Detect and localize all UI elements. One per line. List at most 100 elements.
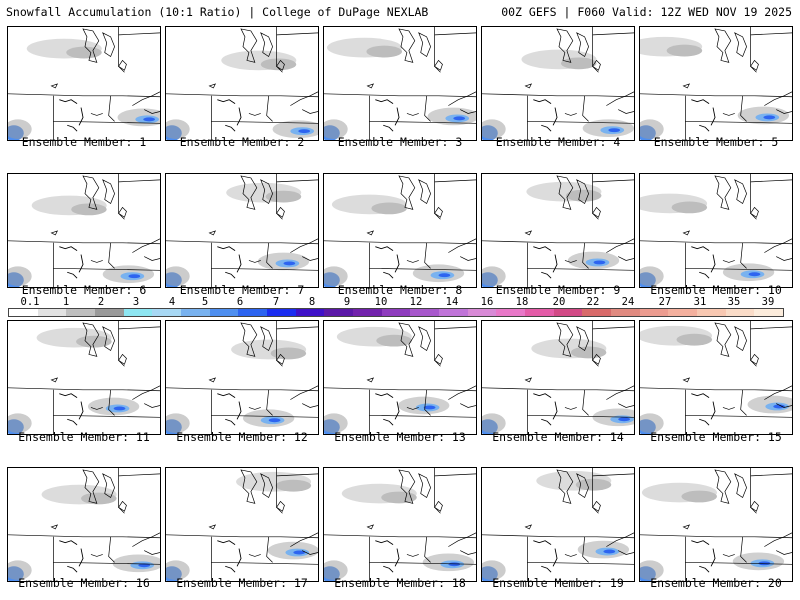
ensemble-member-map-8: [323, 173, 477, 288]
ensemble-member-label-18: Ensemble Member: 18: [334, 576, 466, 590]
colorbar-swatch: [725, 309, 755, 316]
colorbar-swatch: [324, 309, 354, 316]
colorbar-label: 27: [658, 296, 672, 308]
colorbar-swatch: [553, 309, 583, 316]
ensemble-member-label-15: Ensemble Member: 15: [650, 430, 782, 444]
precip-map-16: [8, 468, 160, 581]
precip-map-6: [8, 174, 160, 287]
colorbar-swatch: [439, 309, 468, 316]
ensemble-member-label-11: Ensemble Member: 11: [18, 430, 150, 444]
ensemble-member-label-8: Ensemble Member: 8: [337, 283, 463, 297]
colorbar-swatch: [754, 309, 784, 316]
colorbar-swatch: [95, 309, 124, 316]
colorbar-label: 31: [693, 296, 707, 308]
ensemble-member-map-4: [481, 26, 635, 141]
colorbar-label: 24: [621, 296, 635, 308]
colorbar-label: 0.1: [20, 296, 40, 308]
colorbar-label: 18: [515, 296, 529, 308]
ensemble-member-label-19: Ensemble Member: 19: [492, 576, 624, 590]
colorbar-swatch: [238, 309, 268, 316]
ensemble-member-label-13: Ensemble Member: 13: [334, 430, 466, 444]
precip-map-3: [324, 27, 476, 140]
precip-map-2: [166, 27, 318, 140]
ensemble-member-label-1: Ensemble Member: 1: [21, 135, 147, 149]
colorbar-swatch: [697, 309, 726, 316]
ensemble-member-map-11: [7, 320, 161, 435]
ensemble-member-label-3: Ensemble Member: 3: [337, 135, 463, 149]
colorbar-label: 1: [62, 296, 70, 308]
colorbar-label: 14: [445, 296, 459, 308]
colorbar-swatch: [295, 309, 325, 316]
colorbar-swatch: [496, 309, 526, 316]
precip-map-4: [482, 27, 634, 140]
ensemble-member-map-20: [639, 467, 793, 582]
colorbar-swatch: [9, 309, 38, 316]
colorbar-swatch: [152, 309, 182, 316]
ensemble-member-label-20: Ensemble Member: 20: [650, 576, 782, 590]
model-run-valid-time: 00Z GEFS | F060 Valid: 12Z WED NOV 19 20…: [501, 5, 792, 19]
ensemble-member-label-6: Ensemble Member: 6: [21, 283, 147, 297]
precip-map-18: [324, 468, 476, 581]
colorbar-label: 10: [374, 296, 388, 308]
ensemble-member-label-2: Ensemble Member: 2: [179, 135, 305, 149]
ensemble-member-map-19: [481, 467, 635, 582]
colorbar-swatch: [66, 309, 96, 316]
colorbar-label: 9: [343, 296, 351, 308]
colorbar-swatch: [181, 309, 210, 316]
ensemble-member-map-6: [7, 173, 161, 288]
colorbar-label: 3: [132, 296, 140, 308]
colorbar-label: 4: [168, 296, 176, 308]
colorbar-swatch: [639, 309, 669, 316]
ensemble-member-map-18: [323, 467, 477, 582]
colorbar-swatch: [668, 309, 698, 316]
colorbar-swatch: [410, 309, 440, 316]
ensemble-member-map-17: [165, 467, 319, 582]
colorbar-swatch: [611, 309, 640, 316]
precip-map-13: [324, 321, 476, 434]
colorbar-swatch: [525, 309, 554, 316]
colorbar-swatch: [381, 309, 411, 316]
ensemble-member-label-14: Ensemble Member: 14: [492, 430, 624, 444]
ensemble-member-map-13: [323, 320, 477, 435]
colorbar-swatch: [353, 309, 382, 316]
colorbar-swatch: [267, 309, 296, 316]
ensemble-member-map-15: [639, 320, 793, 435]
ensemble-member-label-5: Ensemble Member: 5: [653, 135, 779, 149]
precip-map-8: [324, 174, 476, 287]
precip-map-14: [482, 321, 634, 434]
precip-map-17: [166, 468, 318, 581]
ensemble-member-map-9: [481, 173, 635, 288]
ensemble-member-label-10: Ensemble Member: 10: [650, 283, 782, 297]
ensemble-member-map-10: [639, 173, 793, 288]
colorbar-swatch: [123, 309, 153, 316]
colorbar-label: 16: [480, 296, 494, 308]
precip-map-10: [640, 174, 792, 287]
colorbar-swatch: [582, 309, 612, 316]
colorbar-label: 39: [761, 296, 775, 308]
precip-map-19: [482, 468, 634, 581]
colorbar-swatch: [209, 309, 239, 316]
ensemble-member-label-7: Ensemble Member: 7: [179, 283, 305, 297]
ensemble-member-map-2: [165, 26, 319, 141]
precip-map-15: [640, 321, 792, 434]
colorbar-label: 20: [552, 296, 566, 308]
precip-map-12: [166, 321, 318, 434]
ensemble-member-map-12: [165, 320, 319, 435]
colorbar-label: 6: [236, 296, 244, 308]
colorbar-label: 22: [586, 296, 600, 308]
ensemble-member-map-14: [481, 320, 635, 435]
colorbar-label: 5: [201, 296, 209, 308]
ensemble-member-map-3: [323, 26, 477, 141]
colorbar-label: 2: [97, 296, 105, 308]
snowfall-colorbar: [8, 308, 784, 317]
colorbar-label: 12: [409, 296, 423, 308]
colorbar-swatch: [467, 309, 497, 316]
precip-map-1: [8, 27, 160, 140]
ensemble-member-map-5: [639, 26, 793, 141]
ensemble-member-map-7: [165, 173, 319, 288]
precip-map-11: [8, 321, 160, 434]
ensemble-member-label-12: Ensemble Member: 12: [176, 430, 308, 444]
precip-map-5: [640, 27, 792, 140]
precip-map-7: [166, 174, 318, 287]
precip-map-9: [482, 174, 634, 287]
